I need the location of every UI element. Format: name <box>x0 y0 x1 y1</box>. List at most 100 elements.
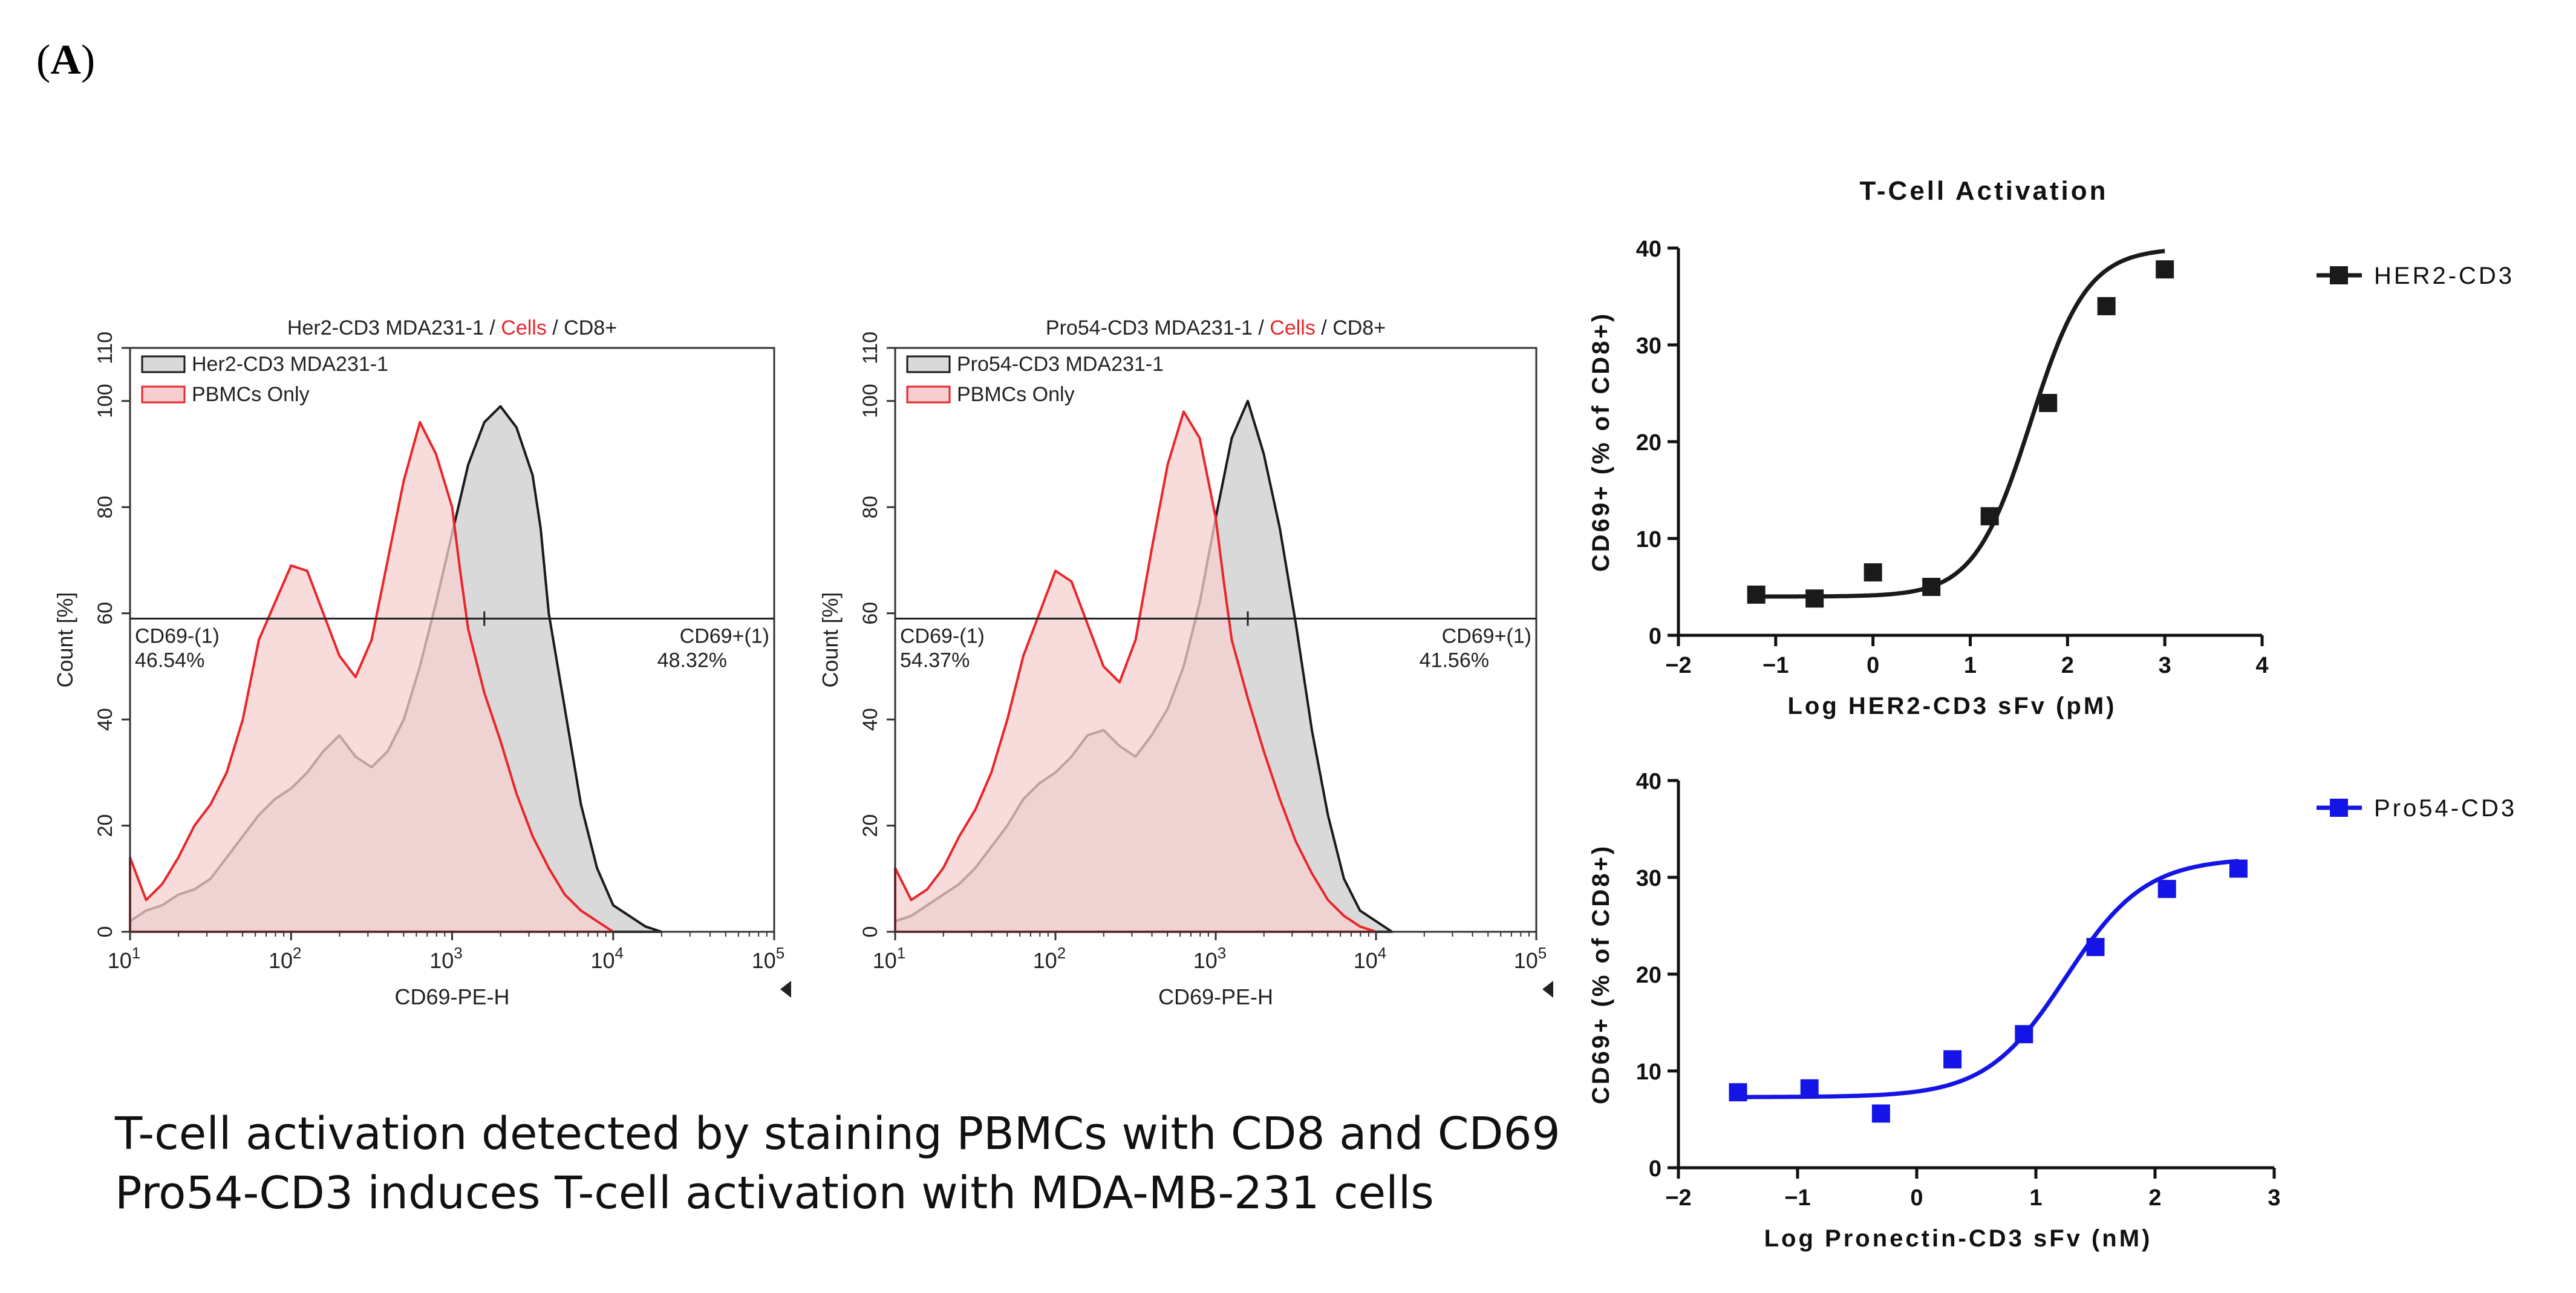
data-point <box>2086 938 2105 957</box>
x-tick-exponent: 3 <box>1218 944 1226 962</box>
y-tick-label: 20 <box>859 814 882 837</box>
y-tick-label: 110 <box>94 332 117 364</box>
gate-right-value: 41.56% <box>1420 649 1489 672</box>
axis-arrow-icon <box>780 981 791 998</box>
y-tick-label: 100 <box>859 384 882 418</box>
x-tick-exponent: 4 <box>615 944 624 962</box>
x-tick-label: 102 <box>1033 944 1066 973</box>
data-point <box>2015 1025 2033 1044</box>
x-tick-exponent: 3 <box>454 944 462 962</box>
legend-marker <box>2330 266 2348 284</box>
data-point <box>2156 260 2174 279</box>
x-axis-label: CD69-PE-H <box>1158 984 1273 1009</box>
x-tick-exponent: 1 <box>132 944 140 962</box>
x-tick-label: 102 <box>269 944 302 973</box>
legend-label-1: PBMCs Only <box>192 383 310 406</box>
data-point <box>2229 859 2248 878</box>
x-tick-label: 104 <box>1354 944 1387 973</box>
x-tick-label: 103 <box>1193 944 1227 973</box>
y-tick-label: 20 <box>94 814 117 837</box>
x-tick-exponent: 2 <box>1057 944 1066 962</box>
gate-right-value: 48.32% <box>657 649 727 672</box>
histogram-series-1 <box>129 421 615 933</box>
panel-label: (A) <box>36 37 96 83</box>
x-tick-exponent: 5 <box>1538 944 1547 962</box>
title-part-2: / CD8+ <box>1316 316 1386 339</box>
y-tick-label: 10 <box>1636 527 1661 552</box>
fit-curve <box>1738 859 2239 1099</box>
dose-response-her2: T-Cell Activation 0 10 20 30 40 −2 −1 0 1 2 3 4 Log H… <box>1588 176 2514 719</box>
data-point <box>1943 1050 1962 1069</box>
legend-marker <box>2330 799 2348 817</box>
legend-swatch-0 <box>906 355 951 373</box>
y-tick-label: 80 <box>859 496 882 519</box>
legend-swatch-1 <box>141 385 186 404</box>
x-tick-label: −1 <box>1762 653 1789 678</box>
y-tick-label: 30 <box>1636 866 1661 891</box>
flow-histogram-her2: CD69-(1)46.54% CD69+(1)48.32% Her2-CD3 MDA… <box>53 316 791 1009</box>
y-axis-label: CD69+ (% of CD8+) <box>1588 312 1614 572</box>
x-tick-label: 3 <box>2159 653 2171 678</box>
fit-curve <box>1756 249 2165 599</box>
x-tick-label: 104 <box>590 944 624 973</box>
x-tick-label: −1 <box>1784 1185 1810 1211</box>
x-tick-label: 3 <box>2268 1185 2280 1211</box>
x-tick-label: 2 <box>2148 1185 2161 1211</box>
x-tick-label: 0 <box>1867 653 1879 678</box>
y-tick-label: 80 <box>94 496 117 519</box>
x-tick-label: 2 <box>2061 653 2074 678</box>
data-point <box>1800 1079 1819 1098</box>
legend-swatch-0 <box>141 355 186 373</box>
y-axis-label: Count [%] <box>53 592 77 687</box>
data-point <box>2097 297 2116 315</box>
data-point <box>2157 880 2176 899</box>
y-tick-label: 40 <box>859 708 882 731</box>
data-point <box>1729 1083 1747 1102</box>
title-part-0: Pro54-CD3 MDA231-1 / <box>1046 316 1270 339</box>
caption-line-2: Pro54-CD3 induces T-cell activation with… <box>115 1167 1434 1219</box>
y-tick-label: 0 <box>94 926 117 938</box>
x-axis-label: Log Pronectin-CD3 sFv (nM) <box>1764 1225 2153 1252</box>
y-tick-label: 0 <box>1649 1156 1661 1182</box>
title-part-1: Cells <box>1270 316 1316 339</box>
legend-swatch-1 <box>906 385 951 404</box>
data-point <box>1864 563 1882 581</box>
title-part-0: Her2-CD3 MDA231-1 / <box>287 316 501 339</box>
x-axis-label: Log HER2-CD3 sFv (pM) <box>1788 693 2117 719</box>
histogram-series-1 <box>894 410 1377 933</box>
x-tick-label: 103 <box>429 944 463 973</box>
x-tick-label: 105 <box>1514 944 1547 973</box>
legend-label-0: Pro54-CD3 MDA231-1 <box>957 353 1164 376</box>
y-tick-label: 30 <box>1636 333 1661 359</box>
data-point <box>2039 394 2058 412</box>
x-tick-label: 105 <box>752 944 785 973</box>
caption-line-1: T-cell activation detected by staining P… <box>115 1108 1560 1160</box>
y-tick-label: 40 <box>1636 237 1661 262</box>
legend-label-1: PBMCs Only <box>957 383 1075 406</box>
x-tick-label: 1 <box>2029 1185 2042 1211</box>
x-axis-label: CD69-PE-H <box>394 984 509 1009</box>
y-tick-label: 40 <box>94 708 117 731</box>
data-point <box>1871 1104 1890 1123</box>
data-point <box>1747 585 1766 604</box>
y-tick-label: 20 <box>1636 963 1661 988</box>
y-tick-label: 0 <box>859 926 882 938</box>
x-tick-exponent: 2 <box>293 944 301 962</box>
x-tick-label: 0 <box>1910 1185 1923 1211</box>
gate-right-label: CD69+(1) <box>680 624 769 647</box>
data-point <box>1805 589 1824 608</box>
data-point <box>1922 578 1941 596</box>
x-tick-exponent: 1 <box>897 944 905 962</box>
legend-label: HER2-CD3 <box>2374 263 2514 289</box>
y-tick-label: 0 <box>1649 624 1661 649</box>
x-tick-label: 101 <box>873 944 906 973</box>
gate-left-label: CD69-(1) <box>135 624 220 647</box>
x-tick-label: 4 <box>2255 653 2268 678</box>
title-part-1: Cells <box>501 316 547 339</box>
chart-title: T-Cell Activation <box>1859 176 2108 206</box>
legend-label: Pro54-CD3 <box>2374 795 2517 822</box>
flow-histogram-pro54: CD69-(1)54.37% CD69+(1)41.56% Pro54-CD3 MD… <box>818 316 1553 1009</box>
y-tick-label: 110 <box>859 332 882 364</box>
y-axis-label: CD69+ (% of CD8+) <box>1588 844 1614 1104</box>
